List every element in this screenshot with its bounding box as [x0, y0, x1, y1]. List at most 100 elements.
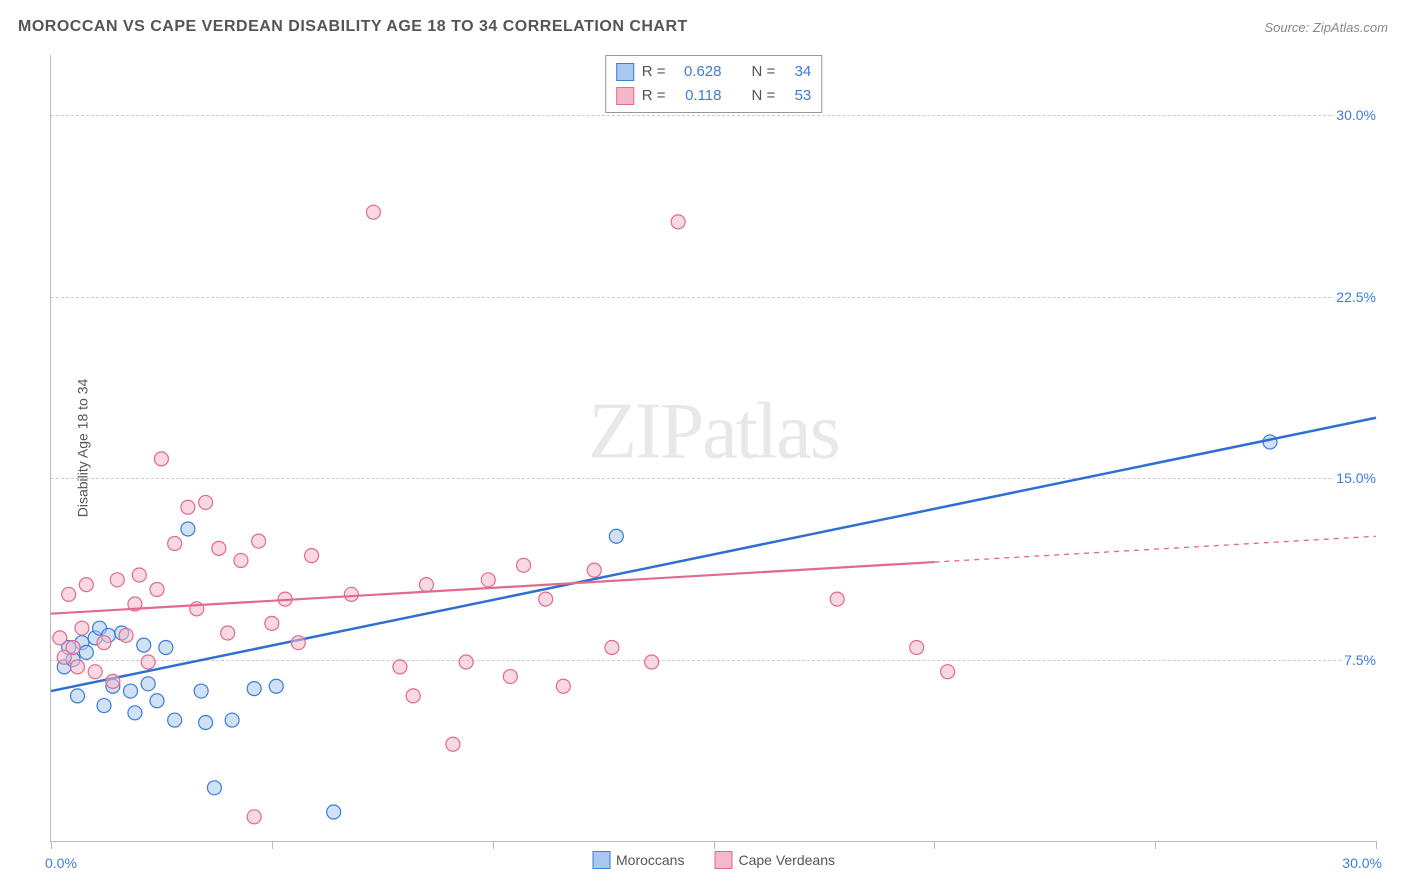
data-point-moroccans [199, 715, 213, 729]
data-point-cape_verdeans [66, 641, 80, 655]
swatch-cape-verdeans [714, 851, 732, 869]
data-point-cape_verdeans [291, 636, 305, 650]
series-legend: Moroccans Cape Verdeans [592, 851, 835, 869]
data-point-cape_verdeans [181, 500, 195, 514]
r-label: R = [642, 84, 666, 108]
data-point-cape_verdeans [221, 626, 235, 640]
data-point-moroccans [71, 689, 85, 703]
legend-row-moroccans: R = 0.628 N = 34 [616, 60, 812, 84]
data-point-moroccans [159, 641, 173, 655]
data-point-moroccans [79, 645, 93, 659]
chart-container: MOROCCAN VS CAPE VERDEAN DISABILITY AGE … [0, 0, 1406, 892]
data-point-cape_verdeans [406, 689, 420, 703]
data-point-cape_verdeans [459, 655, 473, 669]
x-tick [934, 841, 935, 849]
regression-line-moroccans [51, 418, 1376, 691]
data-point-cape_verdeans [141, 655, 155, 669]
swatch-cape-verdeans [616, 87, 634, 105]
data-point-cape_verdeans [79, 578, 93, 592]
data-point-cape_verdeans [910, 641, 924, 655]
legend-row-cape-verdeans: R = 0.118 N = 53 [616, 84, 812, 108]
data-point-cape_verdeans [503, 670, 517, 684]
x-tick [51, 841, 52, 849]
data-point-cape_verdeans [671, 215, 685, 229]
x-tick [714, 841, 715, 849]
data-point-moroccans [124, 684, 138, 698]
data-point-cape_verdeans [830, 592, 844, 606]
data-point-cape_verdeans [199, 495, 213, 509]
data-point-moroccans [247, 682, 261, 696]
r-label: R = [642, 60, 666, 84]
source-name: ZipAtlas.com [1313, 20, 1388, 35]
data-point-cape_verdeans [53, 631, 67, 645]
x-axis-max-label: 30.0% [1342, 855, 1382, 871]
data-point-cape_verdeans [265, 616, 279, 630]
data-point-moroccans [141, 677, 155, 691]
data-point-moroccans [609, 529, 623, 543]
chart-title: MOROCCAN VS CAPE VERDEAN DISABILITY AGE … [18, 18, 688, 36]
data-point-moroccans [97, 699, 111, 713]
data-point-cape_verdeans [168, 537, 182, 551]
data-point-moroccans [128, 706, 142, 720]
data-point-moroccans [327, 805, 341, 819]
data-point-cape_verdeans [393, 660, 407, 674]
data-point-moroccans [137, 638, 151, 652]
swatch-moroccans [616, 63, 634, 81]
data-point-cape_verdeans [366, 205, 380, 219]
series-label-cape-verdeans: Cape Verdeans [738, 852, 835, 868]
legend-item-cape-verdeans: Cape Verdeans [714, 851, 835, 869]
data-point-cape_verdeans [62, 587, 76, 601]
data-point-cape_verdeans [212, 541, 226, 555]
data-point-cape_verdeans [150, 582, 164, 596]
data-point-cape_verdeans [247, 810, 261, 824]
data-point-cape_verdeans [97, 636, 111, 650]
x-tick [1376, 841, 1377, 849]
x-tick [493, 841, 494, 849]
data-point-cape_verdeans [344, 587, 358, 601]
data-point-cape_verdeans [517, 558, 531, 572]
data-point-cape_verdeans [234, 553, 248, 567]
data-point-cape_verdeans [252, 534, 266, 548]
x-axis-min-label: 0.0% [45, 855, 77, 871]
data-point-cape_verdeans [556, 679, 570, 693]
data-point-cape_verdeans [154, 452, 168, 466]
data-point-moroccans [225, 713, 239, 727]
data-point-cape_verdeans [446, 737, 460, 751]
data-point-moroccans [168, 713, 182, 727]
x-tick [1155, 841, 1156, 849]
data-point-moroccans [181, 522, 195, 536]
data-point-cape_verdeans [110, 573, 124, 587]
data-point-cape_verdeans [419, 578, 433, 592]
data-point-moroccans [269, 679, 283, 693]
data-point-cape_verdeans [71, 660, 85, 674]
data-point-cape_verdeans [481, 573, 495, 587]
chart-area: ZIPatlas Disability Age 18 to 34 7.5%15.… [50, 55, 1376, 842]
data-point-cape_verdeans [605, 641, 619, 655]
regression-extrapolation-cape_verdeans [934, 536, 1376, 562]
series-label-moroccans: Moroccans [616, 852, 684, 868]
data-point-cape_verdeans [941, 665, 955, 679]
source-attribution: Source: ZipAtlas.com [1264, 20, 1388, 35]
data-point-moroccans [1263, 435, 1277, 449]
data-point-cape_verdeans [119, 628, 133, 642]
n-label: N = [752, 60, 776, 84]
x-tick [272, 841, 273, 849]
data-point-moroccans [207, 781, 221, 795]
data-point-moroccans [194, 684, 208, 698]
r-value-moroccans: 0.628 [674, 60, 722, 84]
data-point-cape_verdeans [106, 674, 120, 688]
data-point-cape_verdeans [305, 549, 319, 563]
regression-line-cape_verdeans [51, 562, 934, 614]
n-value-cape-verdeans: 53 [783, 84, 811, 108]
r-value-cape-verdeans: 0.118 [674, 84, 722, 108]
data-point-cape_verdeans [587, 563, 601, 577]
data-point-cape_verdeans [75, 621, 89, 635]
correlation-legend: R = 0.628 N = 34 R = 0.118 N = 53 [605, 55, 823, 113]
n-label: N = [752, 84, 776, 108]
source-label: Source: [1264, 20, 1312, 35]
data-point-cape_verdeans [132, 568, 146, 582]
data-point-cape_verdeans [645, 655, 659, 669]
legend-item-moroccans: Moroccans [592, 851, 684, 869]
data-point-cape_verdeans [539, 592, 553, 606]
n-value-moroccans: 34 [783, 60, 811, 84]
